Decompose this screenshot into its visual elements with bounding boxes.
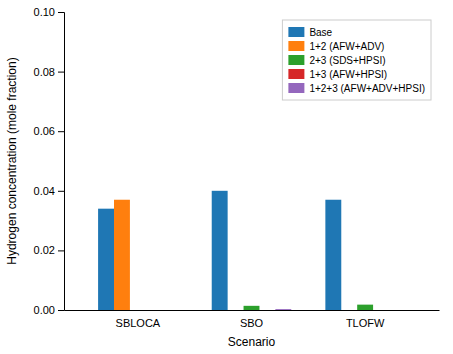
x-tick: SBO	[240, 317, 264, 329]
y-tick-mark	[58, 250, 64, 251]
bar	[146, 310, 162, 311]
bar	[212, 191, 228, 310]
y-tick: 0.02	[34, 244, 64, 256]
bars	[98, 191, 373, 310]
y-tick-label: 0.10	[34, 6, 55, 18]
bar	[275, 309, 291, 310]
bar	[259, 310, 275, 311]
bar	[98, 209, 114, 310]
y-tick: 0.10	[34, 6, 64, 18]
bar	[130, 310, 146, 311]
legend-swatch	[288, 55, 304, 65]
x-tick-label: SBO	[240, 317, 264, 329]
y-tick-mark	[58, 131, 64, 132]
plot: SBLOCA SBO TLOFW 0.00 0.02 0.04 0.06 0.08 0.10 Ba…	[34, 6, 440, 329]
bar-series	[98, 191, 341, 310]
x-tick-label: TLOFW	[346, 317, 385, 329]
y-tick-label: 0.04	[34, 185, 55, 197]
bar	[325, 200, 341, 310]
y-tick-mark	[58, 12, 64, 13]
bar	[373, 310, 389, 311]
y-axis-title: Hydrogen concentration (mole fraction)	[5, 57, 19, 264]
bar-series	[244, 305, 374, 310]
y-axis-line	[58, 13, 65, 311]
legend-item: 2+3 (SDS+HPSI)	[288, 55, 385, 66]
y-tick-label: 0.00	[34, 304, 55, 316]
legend-label: 1+2+3 (AFW+ADV+HPSI)	[309, 83, 425, 94]
y-tick-label: 0.08	[34, 66, 55, 78]
y-tick: 0.00	[34, 304, 64, 316]
bar	[114, 200, 130, 310]
x-tick-label: SBLOCA	[116, 317, 161, 329]
y-tick-label: 0.02	[34, 244, 55, 256]
chart: SBLOCA SBO TLOFW 0.00 0.02 0.04 0.06 0.08 0.10 Ba…	[0, 0, 453, 354]
legend-item: 1+2+3 (AFW+ADV+HPSI)	[288, 83, 425, 94]
y-tick-mark	[58, 310, 64, 311]
legend-swatch	[288, 83, 304, 93]
legend-label: 1+3 (AFW+HPSI)	[309, 69, 387, 80]
y-tick: 0.08	[34, 66, 64, 78]
x-axis-title: Scenario	[228, 335, 276, 349]
bar	[244, 306, 260, 310]
x-tick: SBLOCA	[116, 317, 161, 329]
y-tick-mark	[58, 72, 64, 73]
x-axis-line	[65, 310, 440, 311]
bar	[357, 305, 373, 310]
y-tick-label: 0.06	[34, 125, 55, 137]
legend-frame	[282, 20, 431, 100]
bar	[389, 310, 405, 311]
bar-series	[275, 309, 291, 310]
y-axis: 0.00 0.02 0.04 0.06 0.08 0.10	[34, 6, 65, 316]
legend-label: 2+3 (SDS+HPSI)	[309, 55, 385, 66]
legend-swatch	[288, 41, 304, 51]
legend-label: 1+2 (AFW+ADV)	[309, 41, 384, 52]
legend: Base 1+2 (AFW+ADV) 2+3 (SDS+HPSI) 1+3 (AFW+…	[282, 20, 431, 100]
bar	[341, 310, 357, 311]
bar-series	[114, 200, 130, 310]
y-tick-mark	[58, 191, 64, 192]
y-tick: 0.06	[34, 125, 64, 137]
y-tick: 0.04	[34, 185, 64, 197]
legend-item: Base	[288, 27, 332, 38]
bar	[228, 310, 244, 311]
legend-swatch	[288, 27, 304, 37]
x-tick: TLOFW	[346, 317, 385, 329]
x-axis: SBLOCA SBO TLOFW	[65, 311, 440, 329]
legend-label: Base	[309, 27, 332, 38]
bar	[162, 310, 178, 311]
legend-item: 1+2 (AFW+ADV)	[288, 41, 384, 52]
legend-item: 1+3 (AFW+HPSI)	[288, 69, 387, 80]
legend-swatch	[288, 69, 304, 79]
